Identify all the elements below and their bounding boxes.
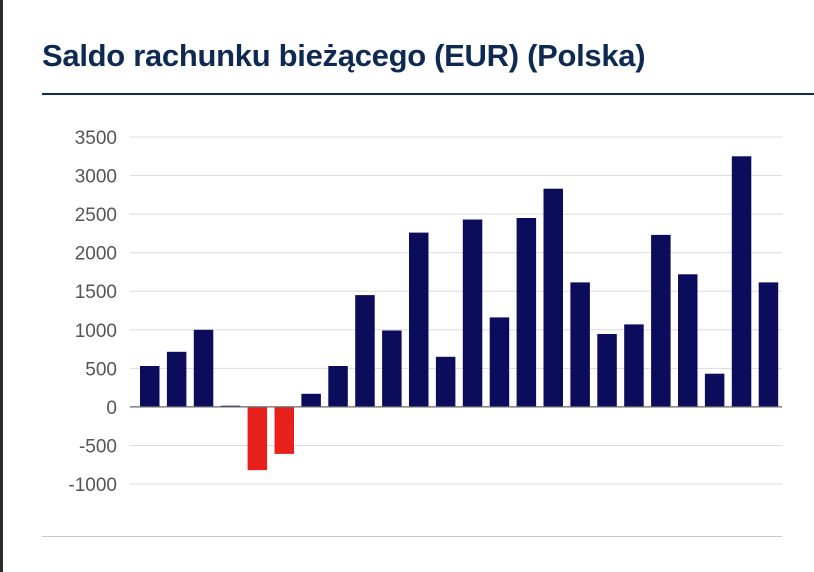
bar-positive: [570, 282, 590, 407]
bar-positive: [462, 219, 483, 407]
y-tick-label: 1500: [75, 282, 117, 303]
bar-positive: [704, 373, 725, 407]
y-tick-label: 3500: [75, 128, 117, 149]
bar-positive: [597, 334, 617, 407]
y-tick-label: 3000: [75, 167, 117, 188]
bar-positive: [624, 324, 644, 407]
y-tick-label: 2000: [75, 244, 117, 265]
bar-positive: [140, 366, 160, 407]
y-tick-label: 2500: [75, 205, 117, 226]
bar-positive: [166, 351, 187, 407]
bar-positive: [382, 330, 402, 407]
page-title: Saldo rachunku bieżącego (EUR) (Polska): [42, 38, 646, 73]
bar-positive: [543, 188, 563, 407]
bar-positive: [678, 274, 698, 407]
bar-positive: [758, 282, 779, 407]
chart-bars: [140, 156, 779, 471]
bar-positive: [489, 317, 510, 407]
y-tick-label: 0: [106, 398, 117, 419]
bar-positive: [516, 218, 537, 407]
bar-positive: [651, 234, 671, 407]
bar-positive: [355, 295, 375, 407]
bar-positive: [301, 393, 321, 407]
bar-positive: [409, 232, 429, 407]
bar-positive: [731, 156, 752, 407]
y-tick-label: -1000: [68, 475, 117, 496]
y-tick-label: 1000: [75, 321, 117, 342]
y-axis-tick-labels: 3500 3000 2500 2000 1500 1000 500 0 -500 -1000: [68, 128, 117, 496]
title-divider: [42, 93, 814, 95]
y-tick-label: 500: [85, 359, 117, 380]
bar-positive: [193, 329, 214, 407]
bar-positive: [328, 366, 348, 407]
bar-negative: [247, 406, 268, 471]
window-edge: [0, 0, 3, 572]
bar-negative: [274, 406, 294, 454]
bottom-divider: [42, 536, 782, 537]
y-tick-label: -500: [79, 436, 117, 457]
bar-positive: [435, 356, 456, 407]
